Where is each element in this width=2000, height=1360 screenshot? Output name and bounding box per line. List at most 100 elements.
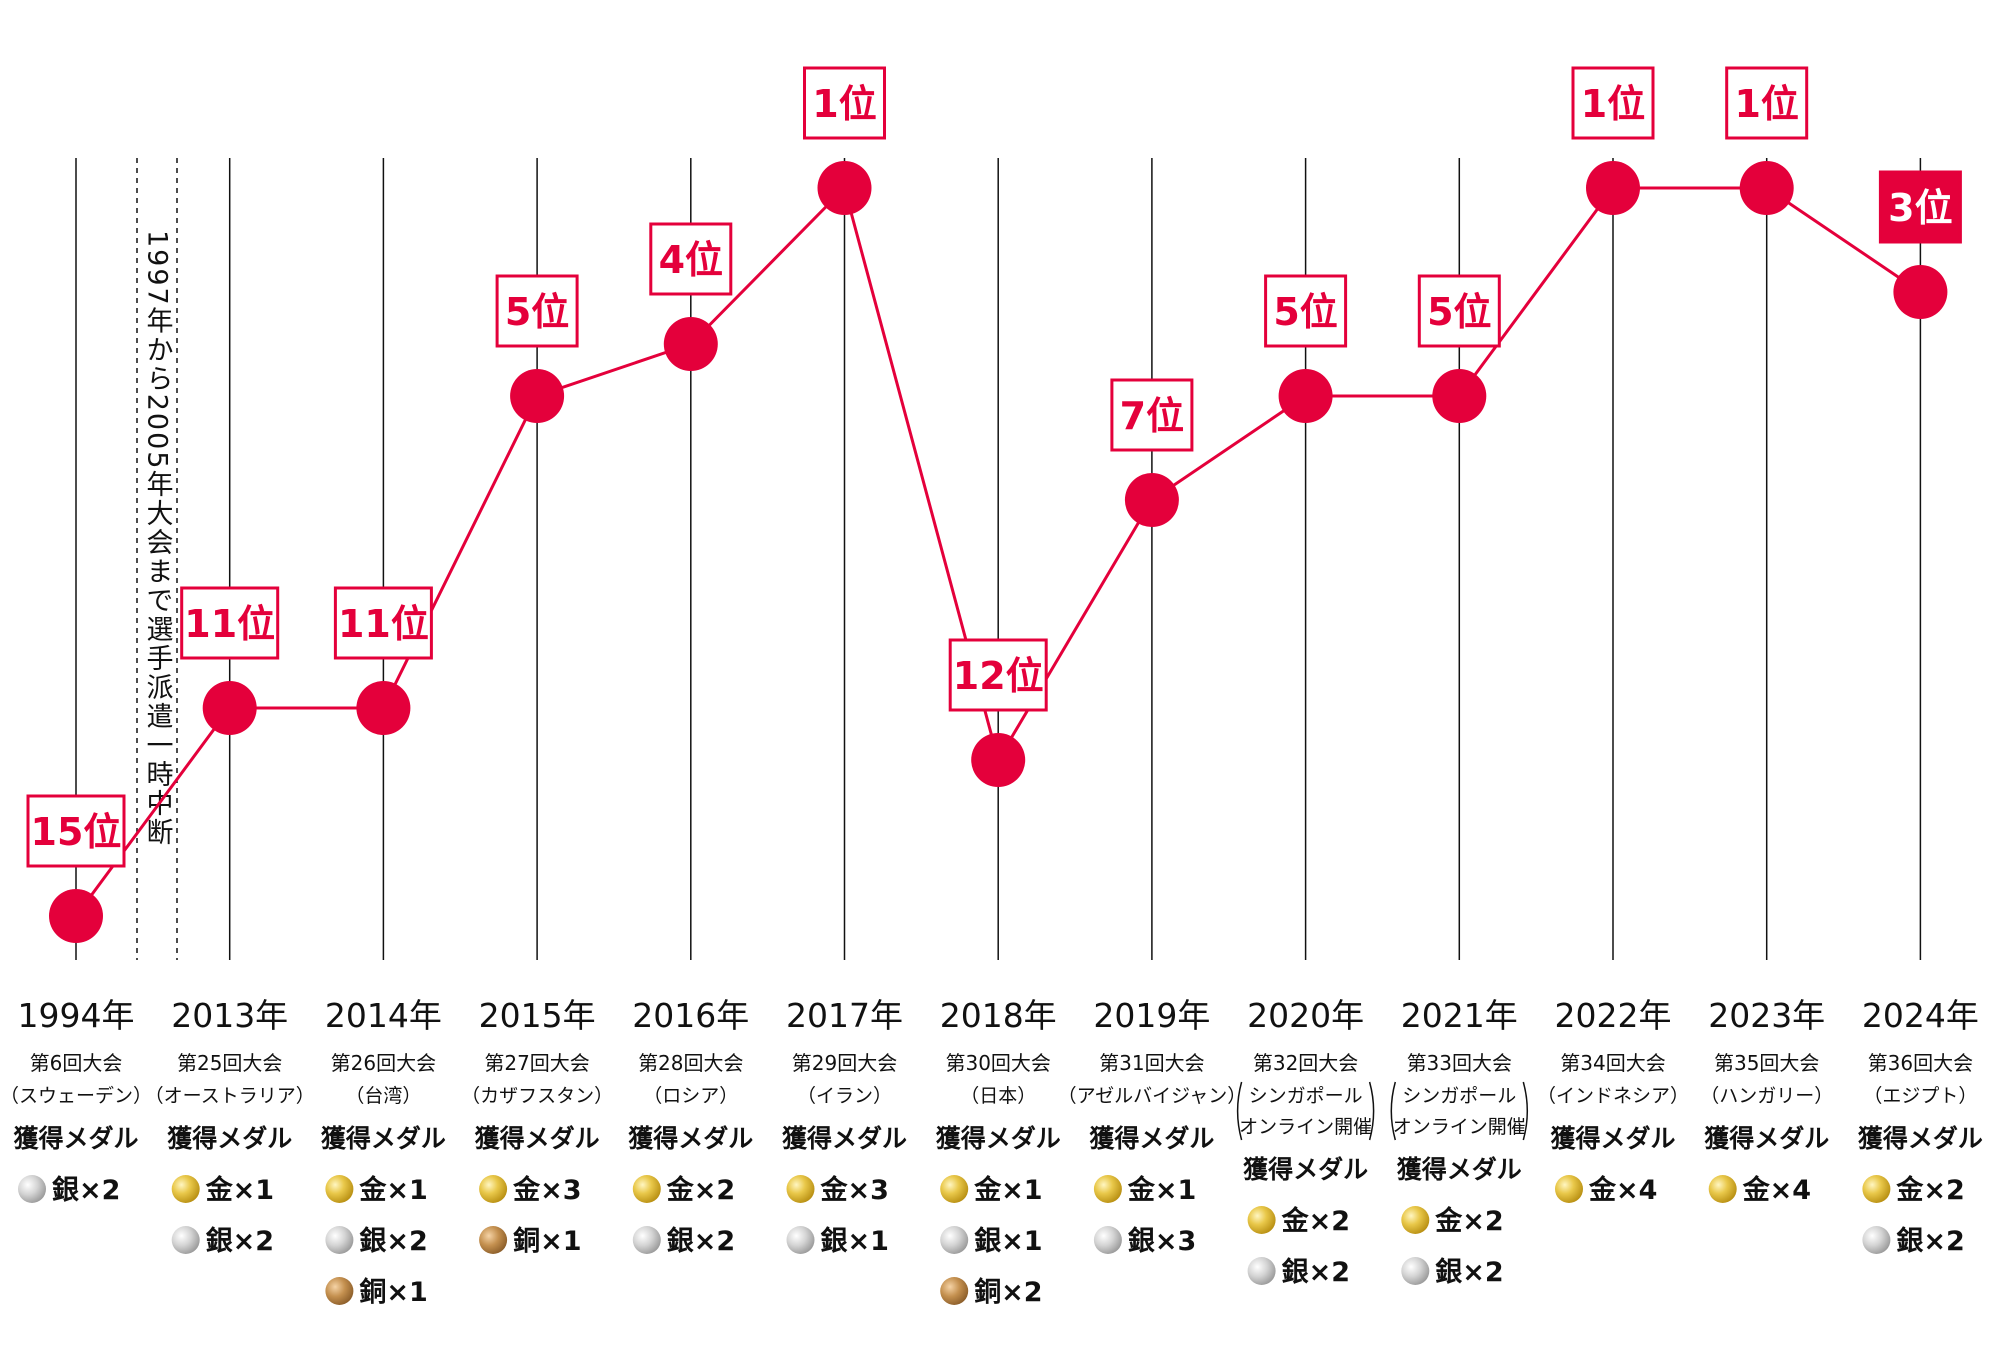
year-label: 2015年	[479, 996, 596, 1035]
medal-item: 銀×2	[1247, 1257, 1350, 1288]
year-label: 2016年	[632, 996, 749, 1035]
rank-label: 4位	[649, 222, 733, 296]
year-label: 2019年	[1093, 996, 1210, 1035]
gold-medal-icon	[1708, 1175, 1737, 1203]
rank-labels: 15位 11位 11位 5位 4位 1位 12位 7位 5位 5位 1位 1位 3位	[26, 66, 1962, 868]
medal-count: 銀×1	[821, 1226, 889, 1257]
host-bracket-left	[1236, 1081, 1243, 1141]
host-line: オンライン開催	[1239, 1116, 1372, 1138]
host-line: シンガポール	[1249, 1085, 1363, 1107]
medal-item: 金×4	[1708, 1174, 1811, 1206]
medal-heading: 獲得メダル	[475, 1124, 600, 1153]
medal-item: 金×3	[479, 1174, 582, 1206]
year-label: 2024年	[1862, 996, 1979, 1035]
medal-item: 金×1	[325, 1174, 428, 1206]
grid-lines	[75, 158, 1922, 960]
rank-label-text: 15位	[31, 810, 122, 854]
medal-count: 銀×1	[974, 1226, 1042, 1257]
host-label: （台湾）	[345, 1085, 421, 1107]
data-points	[49, 161, 1948, 943]
silver-medal-icon	[940, 1226, 969, 1254]
medal-item: 銀×2	[1862, 1226, 1965, 1257]
rank-label-text: 12位	[953, 654, 1044, 698]
rank-label-box	[1417, 274, 1501, 348]
medal-count: 銀×2	[359, 1226, 427, 1257]
medal-count: 金×1	[358, 1174, 427, 1206]
rank-label: 7位	[1110, 378, 1194, 452]
year-label: 2017年	[786, 996, 903, 1035]
host-line: シンガポール	[1402, 1085, 1516, 1107]
medal-item: 金×1	[1093, 1174, 1196, 1206]
host-label: （ハンガリー）	[1700, 1085, 1833, 1107]
medal-count: 銀×2	[1435, 1257, 1503, 1288]
edition-label: 第6回大会	[30, 1051, 123, 1075]
silver-medal-icon	[1401, 1257, 1430, 1285]
medal-item: 銀×2	[171, 1226, 274, 1257]
gold-medal-icon	[325, 1175, 354, 1203]
rank-label-text: 7位	[1120, 394, 1184, 438]
gold-medal-icon	[1862, 1175, 1891, 1203]
medal-count: 金×2	[1281, 1205, 1350, 1237]
medal-heading: 獲得メダル	[1397, 1155, 1522, 1184]
host-bracket-right	[1522, 1081, 1529, 1141]
medal-item: 銅×1	[325, 1276, 428, 1308]
rank-label-box	[26, 794, 126, 868]
medal-heading: 獲得メダル	[321, 1124, 446, 1153]
medal-count: 金×2	[1434, 1205, 1503, 1237]
rank-label: 1位	[803, 66, 886, 140]
rank-label-box	[1571, 66, 1655, 140]
edition-label: 第34回大会	[1560, 1051, 1665, 1075]
silver-medal-icon	[171, 1226, 200, 1254]
silver-medal-icon	[1862, 1226, 1891, 1254]
edition-label: 第32回大会	[1253, 1051, 1358, 1075]
medal-count: 銀×2	[1282, 1257, 1350, 1288]
gold-medal-icon	[479, 1175, 508, 1203]
rank-label: 5位	[1264, 274, 1348, 348]
edition-label: 第35回大会	[1714, 1051, 1819, 1075]
host-line: オンライン開催	[1393, 1116, 1526, 1138]
rank-label: 11位	[333, 586, 433, 660]
medal-heading: 獲得メダル	[936, 1124, 1061, 1153]
medal-heading: 獲得メダル	[13, 1124, 138, 1153]
medal-count: 金×1	[205, 1174, 274, 1206]
edition-label: 第30回大会	[945, 1051, 1050, 1075]
rank-label: 15位	[26, 794, 126, 868]
host-label: （日本）	[960, 1085, 1036, 1107]
medal-item: 金×1	[171, 1174, 274, 1206]
medal-heading: 獲得メダル	[1089, 1124, 1214, 1153]
medal-item: 銀×3	[1093, 1226, 1196, 1257]
edition-label: 第33回大会	[1407, 1051, 1512, 1075]
medal-item: 銀×1	[940, 1226, 1043, 1257]
edition-label: 第27回大会	[484, 1051, 589, 1075]
year-label: 2020年	[1247, 996, 1364, 1035]
medal-count: 銀×2	[206, 1226, 274, 1257]
rank-label-text: 1位	[812, 82, 876, 126]
gold-medal-icon	[940, 1175, 969, 1203]
gold-medal-icon	[1247, 1206, 1276, 1234]
host-label: （エジプト）	[1863, 1085, 1977, 1107]
rank-label-box	[1110, 378, 1194, 452]
rank-point	[1432, 369, 1487, 423]
rank-label-box	[333, 586, 433, 660]
host-bracket-left	[1390, 1081, 1397, 1141]
gold-medal-icon	[1555, 1175, 1583, 1203]
rank-point	[1124, 473, 1179, 527]
edition-label: 第26回大会	[331, 1051, 436, 1075]
rank-label-text: 1位	[1581, 82, 1645, 126]
edition-label: 第29回大会	[792, 1051, 897, 1075]
edition-label: 第36回大会	[1868, 1051, 1973, 1075]
gold-medal-icon	[1401, 1206, 1430, 1234]
medal-heading: 獲得メダル	[167, 1124, 292, 1153]
rank-point	[1739, 161, 1794, 215]
rank-label-box	[803, 66, 886, 140]
gap-marker: 1997年から2005年大会まで選手派遣一時中断	[136, 158, 178, 960]
rank-point	[510, 369, 565, 423]
rank-label-box	[1725, 66, 1809, 140]
edition-label: 第28回大会	[638, 1051, 743, 1075]
